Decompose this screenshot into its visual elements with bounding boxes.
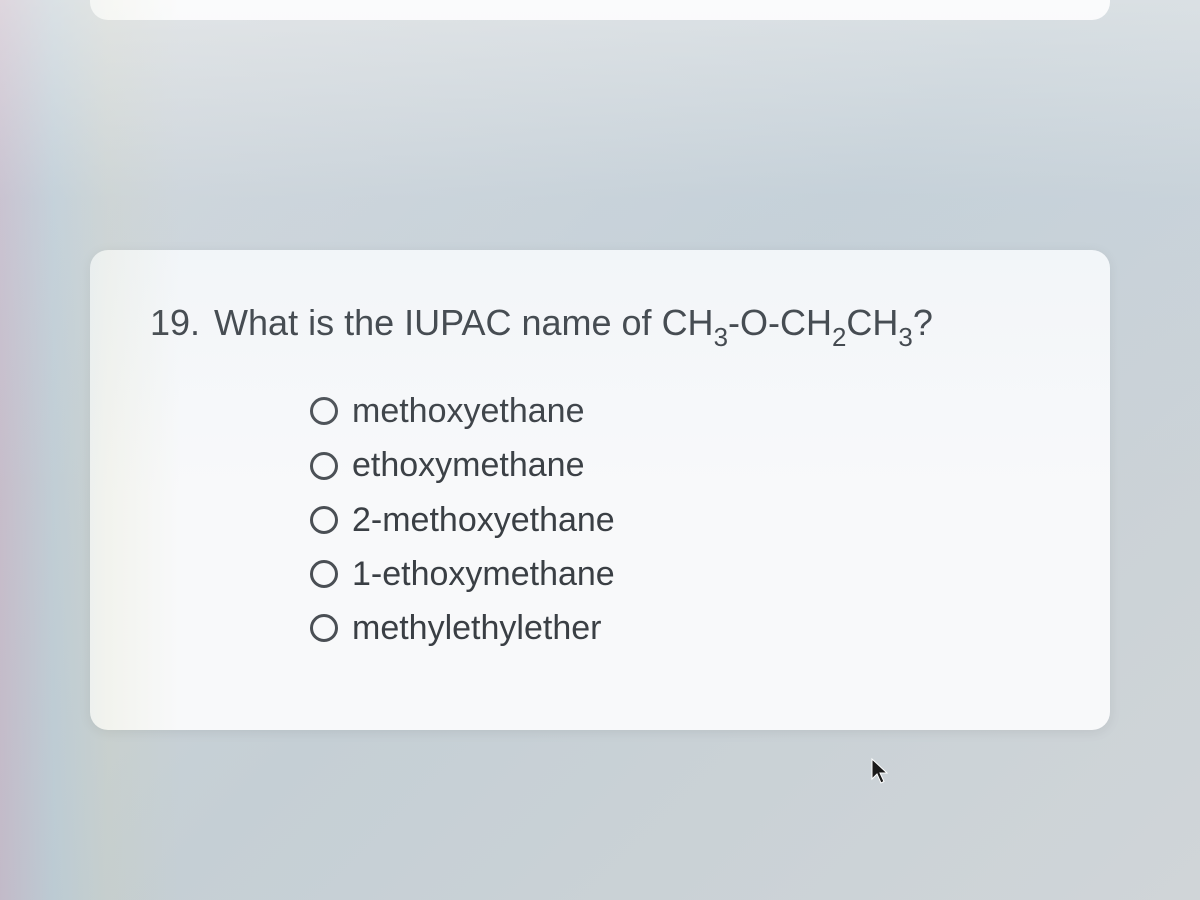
- question-card: 19. What is the IUPAC name of CH3-O-CH2C…: [90, 250, 1110, 730]
- radio-icon[interactable]: [310, 614, 338, 642]
- option-row-2[interactable]: ethoxymethane: [310, 443, 1050, 487]
- option-label: methylethylether: [352, 606, 601, 650]
- radio-icon[interactable]: [310, 560, 338, 588]
- option-label: ethoxymethane: [352, 443, 585, 487]
- option-label: 1-ethoxymethane: [352, 552, 615, 596]
- radio-icon[interactable]: [310, 452, 338, 480]
- cursor-icon: [870, 757, 890, 790]
- question-header: 19. What is the IUPAC name of CH3-O-CH2C…: [150, 298, 1050, 353]
- previous-card-edge: [90, 0, 1110, 20]
- question-stem-prefix: What is the IUPAC name of: [214, 302, 662, 343]
- option-label: methoxyethane: [352, 389, 585, 433]
- question-number: 19.: [150, 302, 200, 344]
- option-row-4[interactable]: 1-ethoxymethane: [310, 552, 1050, 596]
- option-row-3[interactable]: 2-methoxyethane: [310, 498, 1050, 542]
- question-text: What is the IUPAC name of CH3-O-CH2CH3?: [214, 298, 933, 353]
- radio-icon[interactable]: [310, 397, 338, 425]
- options-container: methoxyethane ethoxymethane 2-methoxyeth…: [310, 389, 1050, 650]
- option-row-1[interactable]: methoxyethane: [310, 389, 1050, 433]
- radio-icon[interactable]: [310, 506, 338, 534]
- formula: CH3-O-CH2CH3?: [662, 302, 933, 343]
- option-label: 2-methoxyethane: [352, 498, 615, 542]
- option-row-5[interactable]: methylethylether: [310, 606, 1050, 650]
